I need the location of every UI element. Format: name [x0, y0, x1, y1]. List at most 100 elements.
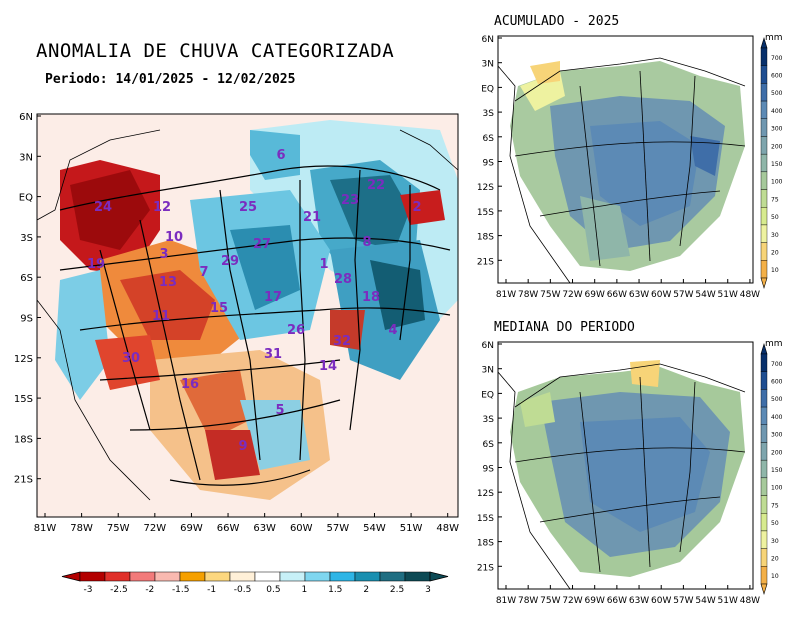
basin-number: 24: [94, 200, 112, 215]
colorbar-label: 150: [771, 467, 783, 474]
colorbar-label: 3: [425, 585, 431, 595]
map_median-lon-label: 81W: [496, 596, 516, 606]
colorbar-swatch: [279, 571, 306, 582]
map_median-lon-label: 75W: [540, 596, 560, 606]
colorbar-swatch: [79, 571, 106, 582]
colorbar-label: 100: [771, 179, 783, 186]
colorbar-swatch: [760, 442, 768, 461]
colorbar-label: 400: [771, 108, 783, 115]
colorbar-swatch: [760, 371, 768, 390]
colorbar-label: -0.5: [234, 585, 252, 595]
colorbar-swatch: [760, 583, 768, 596]
colorbar-swatch: [304, 571, 331, 582]
colorbar-label: 2.5: [390, 585, 404, 595]
colorbar-swatch: [760, 513, 768, 532]
basin-number: 6: [276, 148, 285, 163]
map_median-lon-label: 60W: [651, 596, 671, 606]
map_median-lat-label: 18S: [477, 539, 494, 549]
colorbar-label: 700: [771, 361, 783, 368]
colorbar-swatch: [760, 224, 768, 243]
map_median-lat-label: 12S: [477, 489, 494, 499]
colorbar-label: 1.5: [328, 585, 342, 595]
basin-number: 23: [341, 193, 359, 208]
basin-number: 17: [264, 290, 282, 305]
colorbar-swatch: [760, 189, 768, 208]
main_map-lon-label: 78W: [70, 523, 93, 534]
basin-number: 18: [362, 290, 380, 305]
map_median-lon-label: 63W: [629, 596, 649, 606]
map_median-lon-label: 72W: [562, 596, 582, 606]
basin-number: 15: [210, 301, 228, 316]
colorbar-label: 2: [363, 585, 369, 595]
main_map-lat-label: 18S: [14, 434, 33, 445]
anomaly-map: 6N 3N EQ 3S 6S 9S 12S 15S 18S 21S 81W 78W 75W 72W 69W…: [14, 112, 459, 534]
main-map-title: ANOMALIA DE CHUVA CATEGORIZADA: [36, 40, 395, 62]
map_accum-lon-label: 48W: [740, 290, 760, 300]
map_accum-lat-label: 18S: [477, 233, 494, 243]
colorbar-swatch: [760, 100, 768, 119]
basin-number: 27: [253, 237, 271, 252]
colorbar-label: 600: [771, 73, 783, 80]
main_map-lon-label: 60W: [290, 523, 313, 534]
basin-number: 2: [412, 200, 421, 215]
colorbar-label: 50: [771, 520, 779, 527]
main_map-lon-label: 57W: [327, 523, 350, 534]
colorbar-label: 50: [771, 214, 779, 221]
map_median-lon-label: 69W: [585, 596, 605, 606]
basin-number: 11: [152, 309, 170, 324]
mm-colorbar-accum: mm 700 600 500 400 300 200 150 100 75 50 30 20 10: [760, 33, 783, 290]
basin-number: 25: [239, 200, 257, 215]
main_map-lon-label: 75W: [107, 523, 130, 534]
main_map-lat-label: 6N: [19, 112, 33, 123]
map_accum-lon-label: 51W: [718, 290, 738, 300]
lon-axis-main: 81W 78W 75W 72W 69W 66W 63W 60W 57W 54W 51W 48W: [34, 513, 459, 534]
map_accum-lon-label: 54W: [695, 290, 715, 300]
map_accum-lon-label: 69W: [585, 290, 605, 300]
basin-number: 10: [165, 230, 183, 245]
colorbar-swatch: [760, 566, 768, 585]
map_median-lat-label: 21S: [477, 563, 494, 573]
colorbar-label: 10: [771, 573, 779, 580]
basin-number: 14: [319, 359, 337, 374]
colorbar-label: 300: [771, 126, 783, 133]
colorbar-label: -1: [207, 585, 216, 595]
colorbar-swatch: [354, 571, 381, 582]
basin-number: 8: [362, 235, 371, 250]
basin-number: 7: [199, 265, 208, 280]
colorbar-swatch: [760, 83, 768, 102]
basin-number: 32: [333, 334, 351, 349]
map_median-lon-label: 54W: [695, 596, 715, 606]
map_accum-lat-label: EQ: [481, 84, 494, 94]
colorbar-swatch: [760, 459, 768, 479]
basin-number: 16: [181, 377, 199, 392]
basin-number: 19: [87, 257, 105, 272]
colorbar-swatch: [379, 571, 406, 582]
map_accum-lat-label: 3S: [483, 109, 495, 119]
basin-number: 30: [122, 351, 140, 366]
map_accum-lon-label: 72W: [562, 290, 582, 300]
basin-number: 5: [275, 403, 284, 418]
colorbar-swatch: [229, 571, 256, 582]
main_map-lon-label: 72W: [144, 523, 167, 534]
map_accum-lon-label: 60W: [651, 290, 671, 300]
colorbar-swatch: [760, 424, 768, 443]
map_accum-lat-label: 15S: [477, 208, 494, 218]
basin-number: 9: [238, 439, 247, 454]
main_map-lat-label: 21S: [14, 475, 33, 486]
main_map-lon-label: 54W: [363, 523, 386, 534]
colorbar-swatch: [760, 136, 768, 155]
colorbar-swatch: [760, 47, 768, 66]
main_map-lat-label: 3S: [20, 233, 33, 244]
colorbar-swatch: [760, 495, 768, 514]
map_median-lat-label: 15S: [477, 514, 494, 524]
colorbar-swatch: [760, 548, 768, 567]
colorbar-label: 500: [771, 90, 783, 97]
lat-axis-main: 6N 3N EQ 3S 6S 9S 12S 15S 18S 21S: [14, 112, 41, 486]
map_accum-lon-label: 63W: [629, 290, 649, 300]
colorbar-label: -2: [145, 585, 154, 595]
map_accum-lat-label: 21S: [477, 257, 494, 267]
basin-number: 4: [388, 323, 397, 338]
main_map-lat-label: EQ: [19, 193, 33, 204]
basin-number: 28: [334, 272, 352, 287]
map_accum-lat-label: 3N: [482, 60, 494, 70]
